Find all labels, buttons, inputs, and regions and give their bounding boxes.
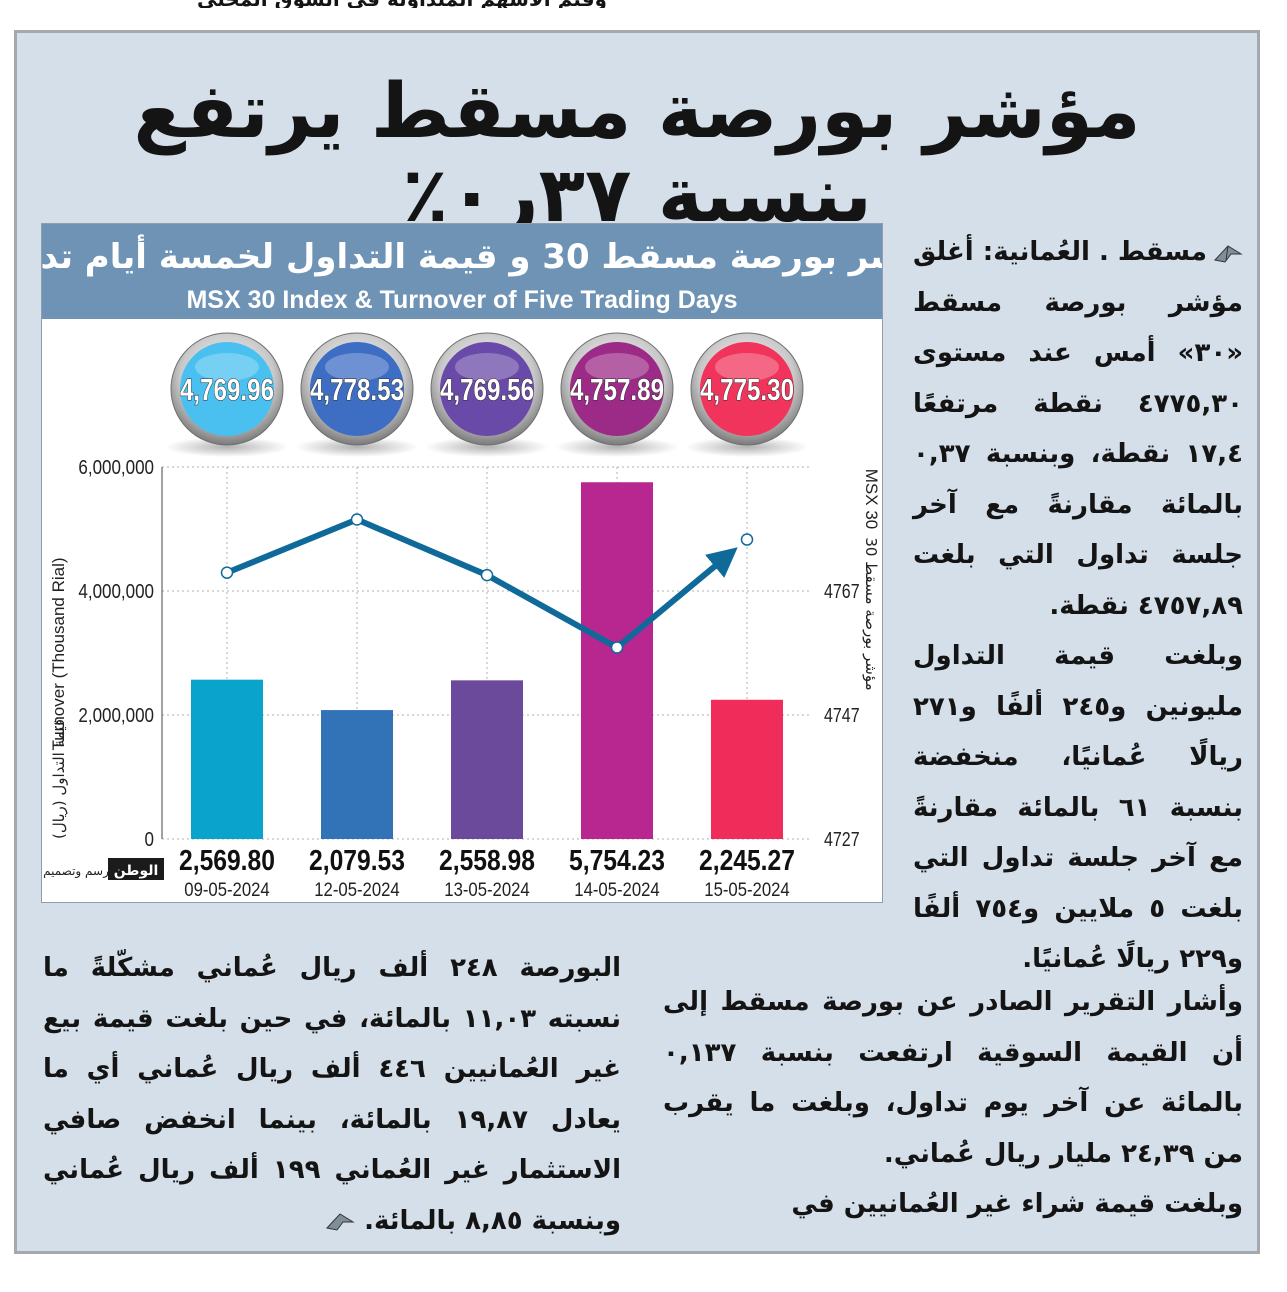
y2-tick-label: 4727 — [824, 828, 860, 850]
y-axis-label-arabic: قيمة التداول (ريال) — [50, 719, 68, 839]
bubble-fill — [310, 342, 404, 436]
turnover-value-label: 2,245.27 — [699, 844, 795, 876]
y2-tick-label: 4767 — [824, 580, 860, 602]
bar-series — [191, 482, 783, 839]
y-tick-label: 4,000,000 — [78, 580, 154, 603]
index-bubbles: 4,769.96 4,778.53 4,769.56 4,757.89 4,775.30 — [165, 332, 809, 457]
index-value-label: 4,778.53 — [310, 372, 404, 407]
index-line-series — [220, 513, 754, 654]
article-column-right-top: مسقط . العُمانية: أغلق مؤشر بورصة مسقط «… — [913, 227, 1243, 985]
index-point — [610, 641, 624, 654]
credit-brand: الوطن — [114, 863, 159, 879]
chart-subtitle: MSX 30 Index & Turnover of Five Trading … — [186, 286, 737, 314]
chart-box: مؤشر بورصة مسقط 30 و قيمة التداول لخمسة … — [41, 223, 883, 903]
y2-axis-label-arabic: مؤشر بورصة مسقط 30 — [862, 537, 880, 690]
index-point — [480, 568, 494, 582]
bubble-shadow — [425, 437, 549, 457]
turnover-value-label: 2,569.80 — [179, 844, 275, 876]
paragraph-1-text: أغلق مؤشر بورصة مسقط «٣٠» أمس عند مستوى … — [913, 237, 1243, 621]
paragraph-4: وبلغت قيمة شراء غير العُمانيين في — [791, 1189, 1243, 1219]
chart-title: مؤشر بورصة مسقط 30 و قيمة التداول لخمسة … — [42, 234, 882, 277]
category-date-label: 12-05-2024 — [314, 879, 399, 900]
article-column-right-bottom: وأشار التقرير الصادر عن بورصة مسقط إلى أ… — [663, 977, 1243, 1230]
bubble-shadow — [295, 437, 419, 457]
turnover-bar — [581, 482, 653, 839]
bubble-highlight — [195, 353, 259, 381]
bubble-highlight — [325, 353, 389, 381]
index-value-label: 4,769.96 — [180, 372, 274, 407]
chart-header — [42, 224, 882, 319]
bubble-highlight — [585, 353, 649, 381]
category-date-label: 13-05-2024 — [444, 879, 529, 900]
y-tick-label: 6,000,000 — [78, 456, 154, 479]
bubble-highlight — [715, 353, 779, 381]
category-date-label: 09-05-2024 — [184, 879, 269, 900]
bubble-fill — [180, 342, 274, 436]
article-column-left: البورصة ٢٤٨ ألف ريال عُماني مشكّلةً ما ن… — [43, 943, 621, 1246]
y-tick-label: 0 — [145, 828, 154, 851]
index-point — [740, 533, 754, 546]
y2-axis-label: MSX 30 — [862, 469, 881, 529]
end-bird-icon — [326, 1213, 355, 1231]
bubble-fill — [700, 342, 794, 436]
y2-tick-label: 4747 — [824, 704, 860, 726]
credit-text: رسم وتصميم — [43, 864, 109, 879]
turnover-bar — [711, 699, 783, 839]
article-headline: مؤشر بورصة مسقط يرتفع بنسبة ٣٧ر٠٪ — [133, 66, 1142, 239]
index-value-label: 4,775.30 — [700, 372, 794, 407]
credit-logo: الوطن رسم وتصميم — [43, 854, 166, 884]
dateline: مسقط . العُمانية: — [982, 237, 1207, 267]
turnover-index-chart: مؤشر بورصة مسقط 30 و قيمة التداول لخمسة … — [42, 224, 882, 900]
turnover-bar — [191, 679, 263, 839]
category-date-label: 14-05-2024 — [574, 879, 659, 900]
paragraph-2: وبلغت قيمة التداول مليونين و٢٤٥ ألفًا و٢… — [913, 641, 1243, 974]
turnover-value-label: 5,754.23 — [569, 844, 665, 876]
paragraph-1: مسقط . العُمانية: أغلق مؤشر بورصة مسقط «… — [913, 227, 1243, 631]
turnover-value-label: 2,558.98 — [439, 844, 535, 876]
y-tick-label: 2,000,000 — [78, 704, 154, 727]
newspaper-bird-icon — [1214, 244, 1243, 263]
axes: 0 2,000,000 4,000,000 6,000,000 4727 4747 4767 — [78, 456, 859, 851]
bubble-shadow — [165, 437, 289, 457]
category-labels: 2,569.80 09-05-2024 2,079.53 12-05-2024 2,55… — [179, 844, 795, 900]
turnover-value-label: 2,079.53 — [309, 844, 405, 876]
bubble-highlight — [455, 353, 519, 381]
article-panel: مؤشر بورصة مسقط يرتفع بنسبة ٣٧ر٠٪ مسقط .… — [14, 30, 1260, 1254]
bubble-shadow — [685, 437, 809, 457]
y-axis-label: Turnover (Thousand Rial) — [49, 557, 68, 750]
index-point — [350, 513, 364, 526]
credit-brand-box — [108, 858, 164, 880]
turnover-bar — [451, 680, 523, 839]
index-point — [220, 566, 234, 579]
turnover-bar — [321, 710, 393, 839]
paragraph-5: البورصة ٢٤٨ ألف ريال عُماني مشكّلةً ما ن… — [43, 943, 621, 1246]
paragraph-5-text: البورصة ٢٤٨ ألف ريال عُماني مشكّلةً ما ن… — [43, 953, 622, 1236]
bubble-shadow — [555, 437, 679, 457]
bubble-fill — [570, 342, 664, 436]
index-value-label: 4,757.89 — [570, 372, 664, 407]
paragraph-3: وأشار التقرير الصادر عن بورصة مسقط إلى أ… — [663, 987, 1243, 1169]
bubble-fill — [440, 342, 534, 436]
index-value-label: 4,769.56 — [440, 372, 534, 407]
category-date-label: 15-05-2024 — [704, 879, 789, 900]
